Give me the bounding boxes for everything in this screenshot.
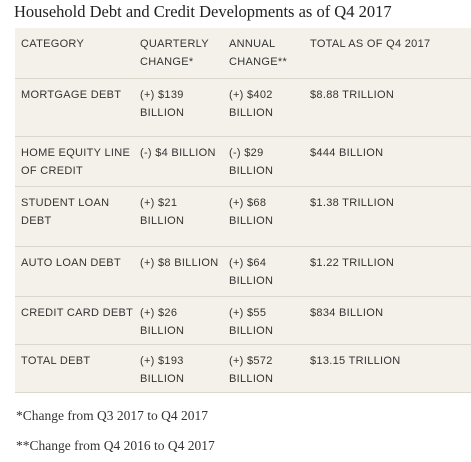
table-row: HOME EQUITY LINE OF CREDIT (-) $4 BILLION… [15,136,471,187]
table-row: STUDENT LOAN DEBT (+) $21 BILLION (+) $68 … [15,186,471,247]
table-cell: (+) $139 BILLION [134,78,223,137]
table-cell: ANNUAL CHANGE** [223,28,304,79]
table-cell: $834 BILLION [304,296,471,345]
table-cell: (+) $26 BILLION [134,296,223,345]
table-cell: (+) $572 BILLION [223,344,304,393]
debt-table: CATEGORY QUARTERLY CHANGE* ANNUAL CHANGE**… [15,28,471,393]
footnote: *Change from Q3 2017 to Q4 2017 [16,408,208,423]
table-row: CATEGORY QUARTERLY CHANGE* ANNUAL CHANGE**… [15,28,471,79]
table-cell: (-) $4 BILLION [134,136,223,187]
footnote: **Change from Q4 2016 to Q4 2017 [16,438,215,453]
table-cell: (-) $29 BILLION [223,136,304,187]
table-cell: (+) $55 BILLION [223,296,304,345]
table-cell: $444 BILLION [304,136,471,187]
table-cell: (+) $8 BILLION [134,246,223,297]
table-cell: CATEGORY [15,28,134,79]
table-row: MORTGAGE DEBT (+) $139 BILLION (+) $402 BI… [15,78,471,137]
table-cell: (+) $21 BILLION [134,186,223,247]
table-row: CREDIT CARD DEBT (+) $26 BILLION (+) $55 B… [15,296,471,345]
title: Household Debt and Credit Developments a… [14,2,392,21]
table-cell: $1.38 TRILLION [304,186,471,247]
table-cell: (+) $64 BILLION [223,246,304,297]
table-cell: (+) $193 BILLION [134,344,223,393]
table-cell: STUDENT LOAN DEBT [15,186,134,247]
table-cell: (+) $68 BILLION [223,186,304,247]
table-cell: TOTAL DEBT [15,344,134,393]
table-row: TOTAL DEBT (+) $193 BILLION (+) $572 BILLI… [15,344,471,393]
table-row: AUTO LOAN DEBT (+) $8 BILLION (+) $64 BILL… [15,246,471,297]
table-cell: AUTO LOAN DEBT [15,246,134,297]
table-cell: TOTAL AS OF Q4 2017 [304,28,471,79]
table-cell: (+) $402 BILLION [223,78,304,137]
table-cell: HOME EQUITY LINE OF CREDIT [15,136,134,187]
table-cell: CREDIT CARD DEBT [15,296,134,345]
table-cell: $1.22 TRILLION [304,246,471,297]
table-cell: $13.15 TRILLION [304,344,471,393]
table-cell: MORTGAGE DEBT [15,78,134,137]
table-cell: $8.88 TRILLION [304,78,471,137]
table-cell: QUARTERLY CHANGE* [134,28,223,79]
